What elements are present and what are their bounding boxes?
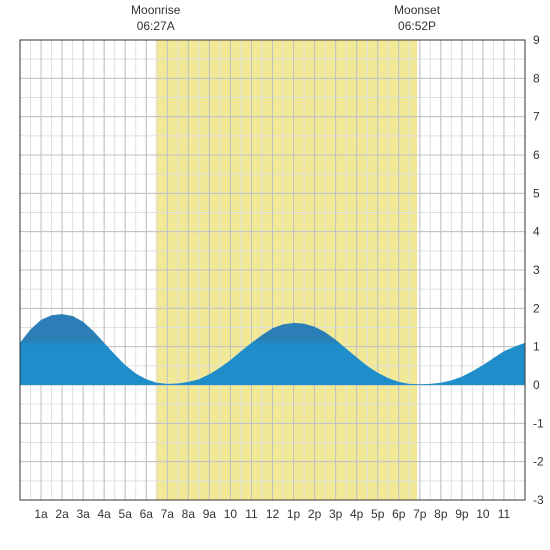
y-tick-label: 0	[533, 378, 540, 392]
x-tick-label: 9p	[455, 507, 469, 521]
x-tick-label: 11	[245, 507, 258, 521]
x-tick-label: 8p	[434, 507, 448, 521]
x-tick-label: 10	[476, 507, 490, 521]
x-tick-label: 2a	[55, 507, 69, 521]
y-tick-label: 8	[533, 71, 540, 85]
x-tick-label: 8a	[182, 507, 196, 521]
x-tick-label: 7p	[413, 507, 427, 521]
y-tick-label: 2	[533, 301, 540, 315]
x-tick-label: 4a	[97, 507, 111, 521]
x-tick-label: 4p	[350, 507, 364, 521]
y-tick-label: -2	[533, 455, 544, 469]
x-tick-label: 12	[266, 507, 280, 521]
x-tick-label: 10	[224, 507, 238, 521]
tide-chart: -3-2-101234567891a2a3a4a5a6a7a8a9a101112…	[0, 0, 550, 550]
x-tick-label: 5p	[371, 507, 385, 521]
moonrise-label: Moonrise	[131, 3, 181, 17]
y-tick-label: 7	[533, 110, 540, 124]
y-tick-label: 3	[533, 263, 540, 277]
moonrise-time: 06:27A	[137, 19, 175, 33]
x-tick-label: 1a	[34, 507, 48, 521]
y-tick-label: 1	[533, 340, 540, 354]
x-tick-label: 6a	[140, 507, 154, 521]
y-tick-label: 4	[533, 225, 540, 239]
y-tick-label: 5	[533, 186, 540, 200]
x-tick-label: 6p	[392, 507, 406, 521]
chart-svg: -3-2-101234567891a2a3a4a5a6a7a8a9a101112…	[0, 0, 550, 550]
x-tick-label: 11	[498, 507, 511, 521]
x-tick-label: 5a	[119, 507, 133, 521]
y-tick-label: 6	[533, 148, 540, 162]
y-tick-label: 9	[533, 33, 540, 47]
moonset-time: 06:52P	[398, 19, 436, 33]
x-tick-label: 9a	[203, 507, 217, 521]
x-tick-label: 1p	[287, 507, 301, 521]
x-tick-label: 3a	[76, 507, 90, 521]
moonset-label: Moonset	[394, 3, 441, 17]
x-tick-label: 7a	[161, 507, 175, 521]
y-tick-label: -1	[533, 416, 544, 430]
x-tick-label: 2p	[308, 507, 322, 521]
x-tick-label: 3p	[329, 507, 343, 521]
y-tick-label: -3	[533, 493, 544, 507]
